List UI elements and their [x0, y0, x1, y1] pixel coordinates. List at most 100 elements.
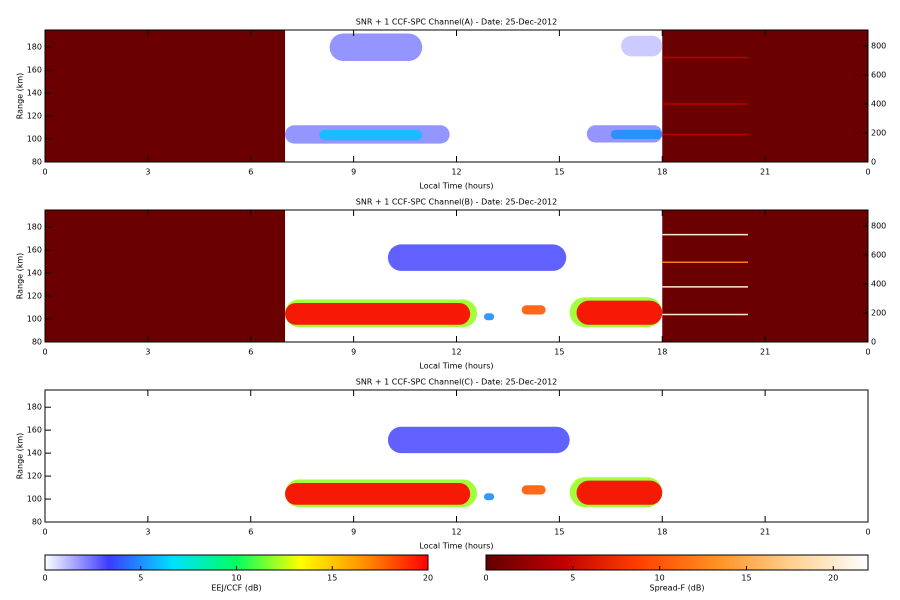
x-tick-label: 9: [351, 168, 356, 177]
x-axis-label: Local Time (hours): [419, 182, 493, 191]
colorbar-tick-label: 20: [828, 574, 838, 583]
echo-region: [610, 129, 663, 140]
y-tick-label: 120: [27, 472, 42, 481]
x-tick-label: 21: [760, 168, 770, 177]
colorbar: [485, 554, 869, 571]
x-tick-label: 9: [351, 348, 356, 357]
colorbar-tick-label: 5: [138, 574, 143, 583]
y-axis-label: Range (km): [16, 253, 25, 300]
x-tick-label: 12: [451, 348, 461, 357]
x-tick-label: 6: [248, 348, 253, 357]
panel-title: SNR + 1 CCF-SPC Channel(B) - Date: 25-De…: [356, 198, 557, 207]
y2-tick-label: 800: [871, 221, 886, 230]
y-tick-label: 120: [27, 112, 42, 121]
x-tick-label: 6: [248, 168, 253, 177]
x-tick-label: 21: [760, 528, 770, 537]
x-tick-label: 18: [657, 528, 667, 537]
y-tick-label: 140: [27, 449, 42, 458]
echo-region: [387, 426, 570, 454]
spread-f-region: [45, 210, 286, 342]
spread-f-region: [45, 30, 286, 162]
colorbar-tick-label: 15: [741, 574, 751, 583]
echo-region: [521, 485, 546, 495]
colorbar-label: Spread-F (dB): [649, 584, 704, 593]
echo-region: [483, 493, 495, 501]
y-tick-label: 80: [32, 518, 42, 527]
y-tick-label: 160: [27, 66, 42, 75]
colorbar-tick-label: 5: [570, 574, 575, 583]
y-tick-label: 140: [27, 269, 42, 278]
y-tick-label: 100: [27, 495, 42, 504]
y2-tick-label: 400: [871, 279, 886, 288]
x-tick-label: 3: [145, 528, 150, 537]
y-tick-label: 140: [27, 89, 42, 98]
y-tick-label: 80: [32, 158, 42, 167]
y2-tick-label: 200: [871, 308, 886, 317]
y-tick-label: 180: [27, 223, 42, 232]
x-tick-label: 0: [42, 168, 47, 177]
y-tick-label: 180: [27, 403, 42, 412]
x-tick-label: 15: [554, 168, 564, 177]
y-tick-label: 100: [27, 315, 42, 324]
spread-f-region: [662, 30, 868, 162]
echo-region: [387, 244, 567, 271]
y-tick-label: 180: [27, 43, 42, 52]
plot-area: [285, 426, 663, 508]
x-tick-label: 12: [451, 528, 461, 537]
x-tick-label: 18: [657, 168, 667, 177]
y2-tick-label: 800: [871, 41, 886, 50]
y-tick-label: 120: [27, 292, 42, 301]
x-tick-label: 18: [657, 348, 667, 357]
colorbar-tick-label: 15: [327, 574, 337, 583]
x-tick-label: 15: [554, 528, 564, 537]
echo-region: [285, 302, 471, 325]
y-tick-label: 100: [27, 135, 42, 144]
echo-region: [621, 35, 663, 57]
x-tick-label: 9: [351, 528, 356, 537]
colorbar-tick-label: 20: [423, 574, 433, 583]
y-tick-label: 160: [27, 426, 42, 435]
y2-tick-label: 400: [871, 99, 886, 108]
plot-area: [45, 30, 868, 162]
y-tick-label: 160: [27, 246, 42, 255]
colorbar-tick-label: 10: [655, 574, 665, 583]
y2-tick-label: 600: [871, 250, 886, 259]
echo-region: [319, 129, 423, 141]
x-tick-label: 0: [865, 348, 870, 357]
colorbar-label: EEJ/CCF (dB): [211, 584, 261, 593]
y2-tick-label: 600: [871, 70, 886, 79]
x-tick-label: 3: [145, 348, 150, 357]
echo-region: [285, 482, 471, 505]
echo-region: [521, 305, 546, 315]
y-tick-label: 80: [32, 338, 42, 347]
x-tick-label: 0: [865, 168, 870, 177]
x-tick-label: 6: [248, 528, 253, 537]
x-tick-label: 0: [42, 528, 47, 537]
x-axis-label: Local Time (hours): [419, 362, 493, 371]
x-tick-label: 15: [554, 348, 564, 357]
y2-tick-label: 200: [871, 128, 886, 137]
colorbar-tick-label: 0: [42, 574, 47, 583]
echo-region: [576, 300, 663, 325]
x-tick-label: 12: [451, 168, 461, 177]
panel-title: SNR + 1 CCF-SPC Channel(A) - Date: 25-De…: [356, 18, 557, 27]
x-tick-label: 0: [42, 348, 47, 357]
x-tick-label: 3: [145, 168, 150, 177]
colorbar-tick-label: 10: [231, 574, 241, 583]
x-axis-label: Local Time (hours): [419, 542, 493, 551]
y2-tick-label: 0: [871, 338, 876, 347]
echo-region: [329, 33, 423, 61]
panel-title: SNR + 1 CCF-SPC Channel(C) - Date: 25-De…: [356, 378, 558, 387]
y2-tick-label: 0: [871, 158, 876, 167]
plot-area: [45, 210, 868, 342]
echo-region: [576, 480, 663, 505]
x-tick-label: 21: [760, 348, 770, 357]
colorbar-tick-label: 0: [483, 574, 488, 583]
spread-f-region: [662, 210, 868, 342]
x-tick-label: 0: [865, 528, 870, 537]
y-axis-label: Range (km): [16, 73, 25, 120]
y-axis-label: Range (km): [16, 433, 25, 480]
echo-region: [483, 313, 495, 321]
